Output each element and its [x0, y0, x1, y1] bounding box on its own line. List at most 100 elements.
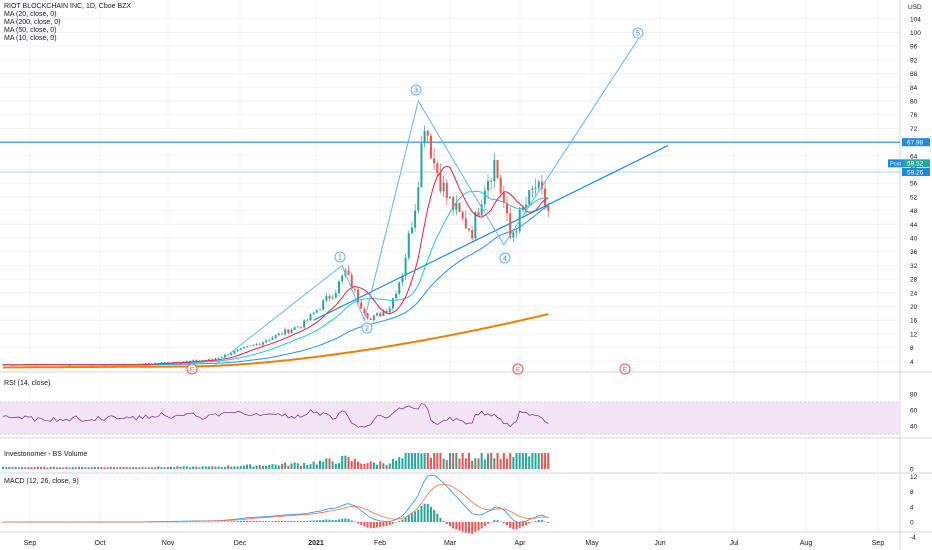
volume-bar[interactable] — [157, 466, 160, 469]
macd-histogram-bar[interactable] — [179, 521, 182, 523]
volume-bar[interactable] — [328, 458, 331, 469]
price-tick-label[interactable]: 4 — [910, 359, 914, 366]
candle[interactable] — [458, 202, 461, 212]
candle[interactable] — [274, 335, 277, 338]
candle[interactable] — [271, 337, 274, 340]
candle[interactable] — [534, 187, 537, 189]
volume-bar[interactable] — [239, 466, 242, 469]
macd-histogram-bar[interactable] — [404, 517, 407, 522]
price-tick-label[interactable]: 100 — [910, 30, 921, 37]
candle[interactable] — [182, 361, 185, 363]
macd-histogram-bar[interactable] — [442, 520, 445, 522]
volume-bar[interactable] — [166, 466, 169, 469]
macd-histogram-bar[interactable] — [328, 519, 331, 522]
macd-histogram-bar[interactable] — [369, 522, 372, 529]
candle[interactable] — [284, 329, 287, 335]
candle[interactable] — [312, 312, 315, 315]
time-tick-label[interactable]: May — [585, 540, 599, 547]
candle[interactable] — [426, 130, 429, 136]
macd-histogram-bar[interactable] — [249, 520, 252, 522]
volume-bar[interactable] — [309, 464, 312, 469]
macd-histogram-bar[interactable] — [382, 522, 385, 527]
volume-bar[interactable] — [84, 467, 87, 469]
price-tick-label[interactable]: 16 — [910, 318, 918, 325]
volume-bar[interactable] — [43, 466, 46, 469]
macd-histogram-bar[interactable] — [433, 510, 436, 522]
volume-bar[interactable] — [480, 453, 483, 469]
volume-bar[interactable] — [208, 466, 211, 469]
volume-bar[interactable] — [379, 461, 382, 469]
volume-bar[interactable] — [8, 466, 11, 469]
candle[interactable] — [252, 344, 255, 346]
macd-histogram-bar[interactable] — [401, 519, 404, 522]
candle[interactable] — [296, 326, 299, 328]
volume-bar[interactable] — [540, 453, 543, 469]
volume-bar[interactable] — [525, 453, 528, 469]
candle[interactable] — [334, 292, 337, 298]
candle[interactable] — [464, 218, 467, 229]
candle[interactable] — [103, 364, 106, 366]
macd-histogram-bar[interactable] — [455, 522, 458, 530]
volume-bar[interactable] — [376, 464, 379, 469]
macd-histogram-bar[interactable] — [176, 521, 179, 523]
volume-bar[interactable] — [420, 453, 423, 469]
volume-bar[interactable] — [319, 460, 321, 469]
earnings-marker[interactable]: E — [623, 366, 628, 373]
symbol-title[interactable]: RIOT BLOCKCHAIN INC, 1D, Cboe BZX — [4, 3, 132, 10]
candle[interactable] — [147, 363, 150, 365]
volume-bar[interactable] — [128, 467, 131, 469]
macd-histogram-bar[interactable] — [287, 521, 290, 522]
macd-histogram-bar[interactable] — [271, 521, 274, 522]
volume-bar[interactable] — [258, 465, 261, 469]
macd-histogram-bar[interactable] — [296, 521, 299, 522]
macd-histogram-bar[interactable] — [173, 521, 176, 523]
volume-bar[interactable] — [198, 467, 201, 469]
volume-bar[interactable] — [322, 461, 325, 469]
candle[interactable] — [398, 282, 401, 294]
volume-bar[interactable] — [100, 467, 103, 469]
wave-label[interactable]: 4 — [503, 255, 507, 262]
candle[interactable] — [319, 309, 321, 311]
candle[interactable] — [499, 177, 502, 193]
macd-histogram-bar[interactable] — [464, 522, 467, 533]
candle[interactable] — [328, 296, 331, 299]
candle[interactable] — [309, 314, 312, 321]
volume-bar[interactable] — [506, 458, 509, 469]
macd-histogram-bar[interactable] — [214, 521, 217, 523]
macd-histogram-bar[interactable] — [414, 511, 417, 522]
macd-histogram-bar[interactable] — [429, 506, 432, 522]
volume-bar[interactable] — [299, 465, 302, 469]
volume-bar[interactable] — [518, 453, 521, 469]
candle[interactable] — [407, 233, 410, 259]
macd-histogram-bar[interactable] — [518, 522, 521, 528]
volume-bar[interactable] — [24, 467, 27, 469]
macd-histogram-bar[interactable] — [268, 521, 271, 522]
macd-histogram-bar[interactable] — [211, 521, 214, 523]
macd-histogram-bar[interactable] — [528, 522, 531, 524]
legend-ma10[interactable]: MA (10, close, 0) — [4, 35, 57, 42]
volume-bar[interactable] — [30, 467, 33, 469]
candle[interactable] — [420, 143, 423, 188]
candle[interactable] — [395, 293, 398, 299]
rsi-label[interactable]: RSI (14, close) — [4, 380, 51, 387]
candle[interactable] — [388, 308, 391, 313]
volume-pane[interactable] — [2, 453, 550, 469]
macd-histogram-bar[interactable] — [189, 521, 192, 523]
candle[interactable] — [303, 320, 306, 328]
volume-bar[interactable] — [483, 459, 486, 469]
candle[interactable] — [163, 362, 166, 364]
macd-histogram-bar[interactable] — [192, 521, 195, 523]
volume-bar[interactable] — [131, 467, 134, 469]
price-tick-label[interactable]: 104 — [910, 16, 921, 23]
macd-histogram-bar[interactable] — [426, 503, 429, 522]
volume-bar[interactable] — [448, 453, 451, 469]
volume-bar[interactable] — [537, 453, 540, 469]
macd-histogram-bar[interactable] — [252, 520, 255, 522]
candle[interactable] — [322, 300, 325, 310]
volume-bar[interactable] — [138, 467, 141, 469]
volume-bar[interactable] — [233, 466, 236, 469]
volume-bar[interactable] — [217, 466, 220, 469]
macd-histogram-bar[interactable] — [344, 518, 347, 522]
candle[interactable] — [265, 340, 268, 343]
